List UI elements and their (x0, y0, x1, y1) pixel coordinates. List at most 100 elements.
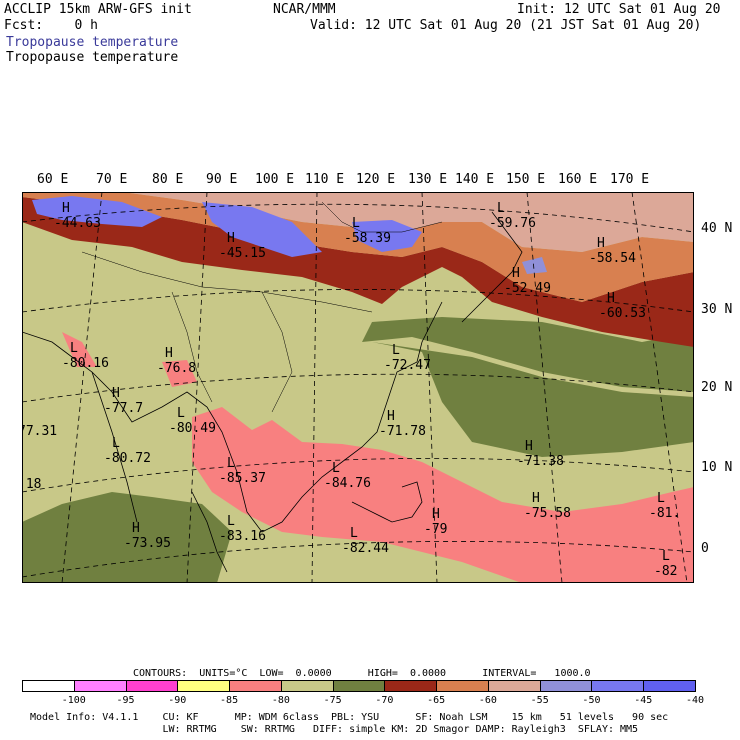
low-marker: L (112, 436, 120, 451)
lon-label: 150 E (506, 172, 546, 187)
extremum-value: -82.44 (342, 541, 389, 556)
lat-label: 20 N (701, 380, 733, 395)
region-orange-band (22, 192, 694, 302)
low-marker: L (227, 514, 235, 529)
extremum-value: -76.8 (157, 361, 196, 376)
region-blue-nw (32, 196, 162, 227)
extremum-value: -80.49 (169, 421, 216, 436)
lon-label: 130 E (408, 172, 448, 187)
colorbar-swatch (22, 680, 75, 692)
colorbar-swatch (591, 680, 645, 692)
region-red-band (22, 197, 694, 347)
extremum-value: -84.76 (324, 476, 371, 491)
lon-label: 120 E (356, 172, 396, 187)
lon-label: 100 E (255, 172, 295, 187)
low-marker: L (227, 456, 235, 471)
colorbar-tick-label: -60 (478, 695, 497, 706)
model-info-line2: LW: RRTMG SW: RRTMG DIFF: simple KM: 2D … (30, 724, 639, 735)
graticule (22, 192, 694, 583)
region-olive-sw (22, 492, 232, 583)
lat-label: 0 (701, 541, 709, 556)
low-marker: L (350, 526, 358, 541)
low-marker: L (497, 201, 505, 216)
extremum-value: -82 (654, 564, 677, 579)
extremum-value: -58.39 (344, 231, 391, 246)
high-marker: H (62, 201, 70, 216)
extremum-value: -75.58 (524, 506, 571, 521)
low-marker: L (177, 406, 185, 421)
tropopause-temperature-map: H-44.63H-45.15L-58.39L-59.76H-58.54H-52.… (22, 192, 694, 583)
extremum-value: -77.7 (104, 401, 143, 416)
extremum-value: -73.95 (124, 536, 171, 551)
extremum-value: -71.78 (379, 424, 426, 439)
colorbar-swatch (487, 680, 541, 692)
model-title: ACCLIP 15km ARW-GFS init (4, 2, 192, 17)
extremum-value: -72.47 (384, 358, 431, 373)
colorbar-swatch (280, 680, 334, 692)
high-marker: H (132, 521, 140, 536)
colorbar-tick-label: -65 (427, 695, 446, 706)
lon-label: 90 E (206, 172, 238, 187)
extremum-value: -80.72 (104, 451, 151, 466)
lat-label: 40 N (701, 221, 733, 236)
colorbar-swatch (177, 680, 231, 692)
lon-label: 140 E (455, 172, 495, 187)
region-blue-ne (352, 220, 422, 252)
extremum-value: -81. (649, 506, 680, 521)
colorbar-swatch (384, 680, 438, 692)
colorbar-tick-label: -100 (61, 695, 86, 706)
colorbar-swatch (436, 680, 489, 692)
contour-info: CONTOURS: UNITS=°C LOW= 0.0000 HIGH= 0.0… (133, 668, 591, 679)
high-marker: H (525, 439, 533, 454)
lon-label: 160 E (558, 172, 598, 187)
high-marker: H (597, 236, 605, 251)
lon-label: 110 E (305, 172, 345, 187)
colorbar-tick-label: -80 (271, 695, 290, 706)
colorbar-swatch (643, 680, 696, 692)
low-marker: L (332, 461, 340, 476)
extremum-value: -52.49 (504, 281, 551, 296)
high-marker: H (532, 491, 540, 506)
colorbar-swatch (73, 680, 127, 692)
extremum-value: -80.16 (62, 356, 109, 371)
colorbar-swatch (125, 680, 179, 692)
valid-time: Valid: 12 UTC Sat 01 Aug 20 (21 JST Sat … (310, 18, 702, 33)
extremum-value: .18 (22, 477, 41, 492)
high-marker: H (607, 291, 615, 306)
high-marker: H (165, 346, 173, 361)
high-marker: H (112, 386, 120, 401)
low-marker: L (70, 341, 78, 356)
colorbar-swatch (229, 680, 282, 692)
low-marker: L (392, 343, 400, 358)
region-olive-east (362, 317, 694, 392)
field-title-contour: Tropopause temperature (6, 50, 179, 65)
lat-label: 10 N (701, 460, 733, 475)
model-info-line1: Model Info: V4.1.1 CU: KF MP: WDM 6class… (30, 712, 669, 723)
lat-label: 30 N (701, 302, 733, 317)
field-title-shaded: Tropopause temperature (6, 35, 179, 50)
lon-label: 170 E (610, 172, 650, 187)
extremum-value: -60.53 (599, 306, 646, 321)
colorbar-swatch (539, 680, 593, 692)
extremum-value: -79 (424, 522, 447, 537)
high-marker: H (227, 231, 235, 246)
colorbar-tick-label: -90 (168, 695, 187, 706)
low-marker: L (352, 216, 360, 231)
extremum-value: -45.15 (219, 246, 266, 261)
borders (81, 201, 443, 413)
colorbar-tick-label: -50 (582, 695, 601, 706)
region-pink-south (192, 407, 694, 583)
colorbar-tick-label: -95 (116, 695, 135, 706)
colorbar-tick-label: -75 (323, 695, 342, 706)
extremum-value: -58.54 (589, 251, 636, 266)
colorbar-tick-label: -45 (634, 695, 653, 706)
coastlines (22, 211, 523, 573)
high-marker: H (387, 409, 395, 424)
extremum-value: -85.37 (219, 471, 266, 486)
extremum-value: 77.31 (22, 424, 57, 439)
colorbar-tick-label: -70 (375, 695, 394, 706)
lon-label: 80 E (152, 172, 184, 187)
center-label: NCAR/MMM (273, 2, 336, 17)
extremum-value: -59.76 (489, 216, 536, 231)
colorbar-tick-label: -85 (220, 695, 239, 706)
